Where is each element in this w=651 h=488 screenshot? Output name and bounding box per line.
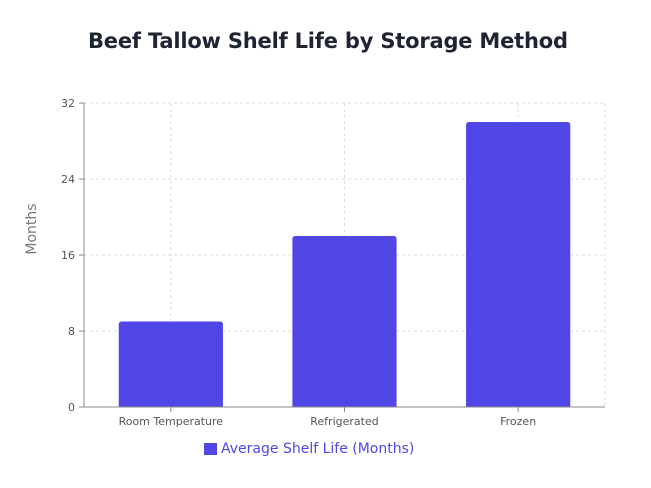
chart-title: Beef Tallow Shelf Life by Storage Method (88, 29, 568, 53)
y-tick-label: 24 (61, 173, 75, 186)
x-tick-label: Room Temperature (119, 415, 224, 428)
x-tick-label: Refrigerated (310, 415, 378, 428)
y-tick-label: 8 (68, 325, 75, 338)
x-tick-label: Frozen (500, 415, 536, 428)
y-tick-label: 0 (68, 401, 75, 414)
bars (118, 122, 571, 408)
bar-frozen[interactable] (466, 122, 571, 407)
axes: 0 8 16 24 32 Room Temperature Refrigerated Froz… (61, 97, 605, 428)
y-tick-label: 16 (61, 249, 75, 262)
y-axis-title: Months (24, 203, 40, 254)
legend-label: Average Shelf Life (Months) (221, 441, 415, 457)
legend-swatch (204, 443, 217, 455)
bar-room-temperature[interactable] (118, 321, 223, 408)
legend: Average Shelf Life (Months) (204, 441, 414, 457)
y-tick-label: 32 (61, 97, 75, 110)
bar-refrigerated[interactable] (292, 236, 397, 407)
